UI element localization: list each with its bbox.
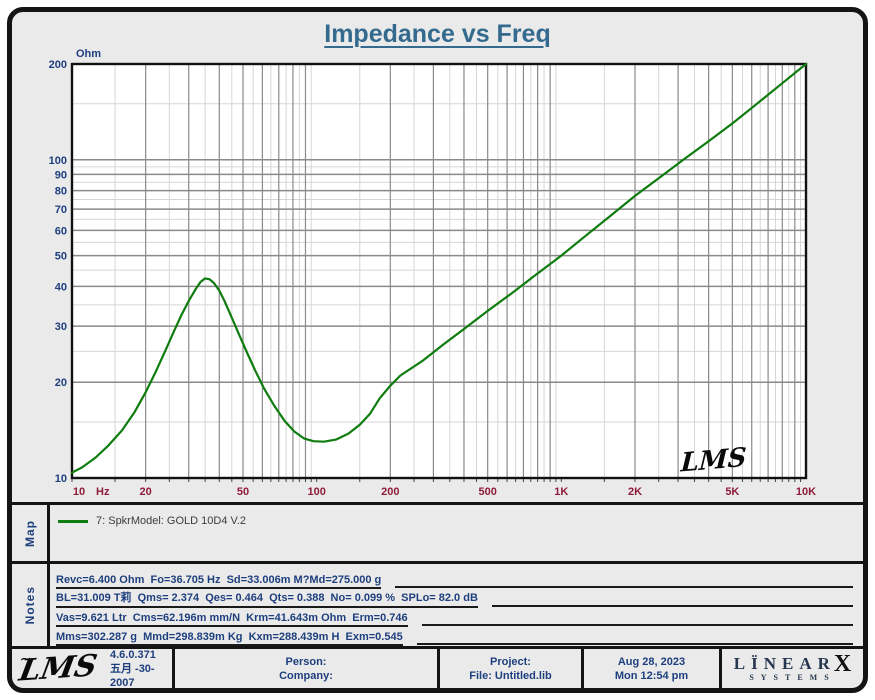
x-tick-label: 1K: [554, 486, 568, 498]
plot-border: [70, 62, 808, 480]
map-panel: Map 7: SpkrModel: GOLD 10D4 V.2: [12, 502, 863, 561]
app-version-date: 五月 -30-2007: [109, 662, 155, 689]
x-tick-label: 20: [140, 486, 152, 498]
impedance-vs-freq-chart: 200 100 90 80 70 60 50 40 30 20 10 Ohm 10 20 50 100 200 5…: [49, 48, 817, 498]
linearx-logo-systems: SYSTEMS: [749, 673, 836, 682]
x-tick-label: 500: [479, 486, 497, 498]
footer-bar: ~ LMS 4.6.0.371 五月 -30-2007 Person: Comp…: [12, 646, 863, 688]
footer-brand-cell: LÏNEARX SYSTEMS: [722, 649, 863, 688]
legend-line-swatch: [58, 519, 88, 523]
notes-side-cell: Notes: [12, 564, 50, 646]
y-tick-label: 200: [49, 59, 67, 71]
plot-background: [72, 64, 806, 478]
company-label: Company:: [279, 669, 333, 682]
note-line-2: BL=31.009 T莉 Qms= 2.374 Qes= 0.464 Qts= …: [56, 589, 478, 608]
y-tick-label: 40: [55, 281, 67, 293]
note-rule: [416, 643, 853, 645]
y-tick-label: 90: [55, 169, 67, 181]
footer-person-cell: Person: Company:: [175, 649, 440, 688]
x-tick-label: 100: [307, 486, 325, 498]
note-rule: [491, 605, 853, 607]
note-row: Mms=302.287 g Mmd=298.839m Kg Kxm=288.43…: [56, 627, 857, 646]
chart-section: Impedance vs Freq 200 100 90 80 70 60 50 40 30 20…: [12, 12, 863, 502]
linearx-logo-name: LÏNEAR: [733, 654, 836, 673]
report-frame: Impedance vs Freq 200 100 90 80 70 60 50 40 30 20…: [7, 7, 868, 693]
linearx-logo: LÏNEARX: [733, 652, 851, 676]
x-tick-label: 10K: [796, 486, 816, 498]
y-tick-label: 10: [55, 473, 67, 485]
footer-project-cell: Project: File: Untitled.lib: [440, 649, 584, 688]
notes-panel-label: Notes: [22, 585, 37, 625]
file-label: File: Untitled.lib: [469, 669, 552, 682]
page-title: Impedance vs Freq: [324, 20, 551, 48]
app-version: 4.6.0.371: [109, 648, 156, 661]
notes-body: Revc=6.400 Ohm Fo=36.705 Hz Sd=33.006m M…: [50, 564, 863, 646]
note-row: Vas=9.621 Ltr Cms=62.196m mm/N Krm=41.64…: [56, 608, 857, 627]
footer-datetime-cell: Aug 28, 2023 Mon 12:54 pm: [584, 649, 722, 688]
map-panel-label: Map: [22, 519, 37, 547]
x-tick-label: 2K: [628, 486, 642, 498]
notes-panel: Notes Revc=6.400 Ohm Fo=36.705 Hz Sd=33.…: [12, 561, 863, 646]
legend-series-label: 7: SpkrModel: GOLD 10D4 V.2: [96, 515, 247, 527]
lms-logo: ~ LMS: [16, 648, 99, 688]
x-axis-unit-label: Hz: [96, 486, 110, 498]
x-tick-label: 50: [237, 486, 249, 498]
note-line-4: Mms=302.287 g Mmd=298.839m Kg Kxm=288.43…: [56, 631, 403, 646]
note-line-3: Vas=9.621 Ltr Cms=62.196m mm/N Krm=41.64…: [56, 612, 408, 627]
version-block: 4.6.0.371 五月 -30-2007: [109, 648, 172, 689]
y-tick-label: 20: [55, 377, 67, 389]
footer-logo-cell: ~ LMS 4.6.0.371 五月 -30-2007: [12, 648, 175, 689]
legend-item: 7: SpkrModel: GOLD 10D4 V.2: [58, 515, 246, 527]
project-label: Project:: [490, 655, 531, 668]
report-date: Aug 28, 2023: [617, 655, 686, 668]
note-rule: [395, 586, 853, 588]
chart-watermark-lms: LMS: [679, 442, 747, 479]
note-line-1: Revc=6.400 Ohm Fo=36.705 Hz Sd=33.006m M…: [56, 574, 382, 589]
impedance-curve: [70, 62, 808, 474]
y-tick-label: 30: [55, 321, 67, 333]
y-axis-unit-label: Ohm: [76, 48, 101, 60]
x-tick-label: 5K: [725, 486, 739, 498]
x-tick-label: 200: [381, 486, 399, 498]
note-rule: [421, 624, 853, 626]
y-tick-label: 60: [55, 225, 67, 237]
report-time: Mon 12:54 pm: [614, 669, 689, 682]
note-row: BL=31.009 T莉 Qms= 2.374 Qes= 0.464 Qts= …: [56, 589, 857, 608]
y-tick-label: 70: [55, 204, 67, 216]
linearx-logo-x: X: [833, 651, 852, 677]
person-label: Person:: [285, 655, 327, 668]
y-tick-label: 80: [55, 186, 67, 198]
y-tick-label: 50: [55, 251, 67, 263]
x-tick-label: 10: [73, 486, 85, 498]
map-body: 7: SpkrModel: GOLD 10D4 V.2: [50, 505, 863, 561]
note-row: Revc=6.400 Ohm Fo=36.705 Hz Sd=33.006m M…: [56, 570, 857, 589]
y-tick-label: 100: [49, 155, 67, 167]
map-side-cell: Map: [12, 505, 50, 561]
